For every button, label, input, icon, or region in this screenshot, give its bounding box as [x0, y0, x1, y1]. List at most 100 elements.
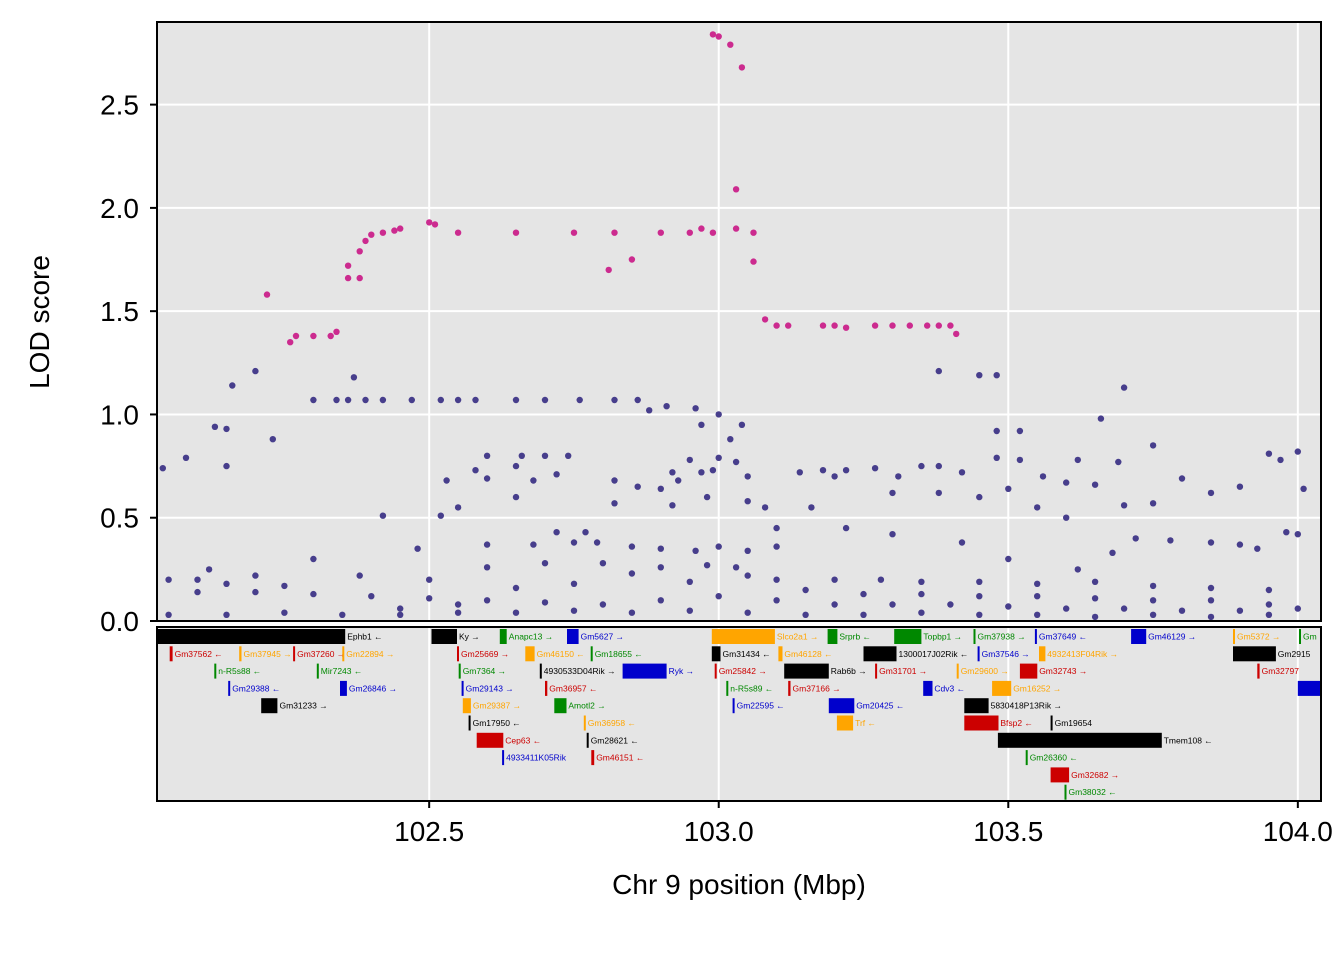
lod-point [976, 493, 983, 501]
gene-bar [923, 680, 933, 696]
gene-label: Gm37546 → [982, 649, 1030, 659]
lod-point [512, 396, 520, 404]
gene-label: Srprb ← [839, 632, 871, 642]
lod-point [211, 423, 219, 430]
lod-point [1005, 485, 1012, 492]
gene-bar [827, 629, 838, 644]
lod-point [1207, 584, 1215, 592]
lod-point [744, 498, 751, 505]
gene-bar [726, 680, 729, 696]
gene-bar [964, 698, 989, 714]
lod-point [570, 607, 578, 614]
lod-point [1277, 456, 1284, 464]
lod-point [165, 576, 172, 583]
gene-bar [788, 680, 791, 696]
gene-label: Gm25842 → [719, 666, 767, 676]
gene-label: Gm26846 → [349, 683, 397, 693]
lod-point [773, 576, 780, 583]
lod-point [947, 322, 954, 329]
lod-panel-background [157, 22, 1321, 621]
lod-point [1034, 611, 1041, 618]
lod-point [698, 469, 705, 476]
lod-point [1109, 549, 1116, 556]
lod-point [976, 593, 983, 600]
gene-bar [973, 629, 976, 644]
lod-point [252, 572, 259, 579]
lod-point [750, 258, 757, 265]
lod-point [709, 229, 717, 236]
lod-point [582, 529, 589, 536]
lod-point [472, 396, 479, 404]
gene-bar [525, 646, 535, 662]
lod-point [611, 500, 618, 507]
lod-point [628, 609, 636, 616]
lod-point [1074, 566, 1082, 573]
lod-point [935, 367, 942, 375]
lod-point [773, 597, 780, 604]
lod-point [223, 580, 230, 587]
lod-point [669, 502, 676, 509]
lod-point [675, 477, 682, 484]
lod-point [1236, 541, 1244, 548]
gene-bar [784, 663, 829, 679]
lod-point [362, 396, 369, 404]
lod-point [802, 611, 809, 618]
lod-point [570, 539, 578, 546]
lod-point [426, 576, 433, 583]
lod-point [953, 330, 960, 338]
lod-point [1016, 427, 1024, 435]
lod-point [935, 322, 942, 329]
lod-point [426, 219, 433, 226]
gene-label: Cep63 ← [505, 735, 541, 745]
lod-point [715, 33, 722, 40]
lod-point [819, 322, 827, 329]
lod-point [732, 458, 740, 466]
lod-point [379, 396, 387, 404]
gene-bar [342, 646, 345, 662]
lod-point [530, 477, 537, 484]
gene-bar [732, 698, 735, 714]
gene-label: Rab6b → [831, 666, 867, 676]
gene-label: Gm19654 [1055, 718, 1093, 728]
lod-point [599, 560, 607, 567]
x-tick-label: 103.5 [973, 816, 1043, 847]
gene-label: Tmem108 ← [1164, 735, 1213, 745]
lod-point [454, 396, 462, 404]
lod-point [1091, 595, 1099, 602]
lod-point [738, 64, 746, 71]
gene-label: Gm29143 → [466, 683, 514, 693]
lod-point [344, 396, 352, 404]
lod-point [1178, 607, 1186, 614]
lod-point [802, 586, 809, 594]
lod-point [831, 576, 838, 583]
gene-label: Mir7243 ← [321, 666, 363, 676]
lod-points [159, 31, 1307, 621]
lod-point [1074, 456, 1082, 464]
lod-point [1091, 481, 1099, 488]
lod-point [1120, 605, 1128, 612]
lod-point [1207, 489, 1215, 497]
lod-point [657, 545, 664, 552]
lod-point [379, 229, 387, 236]
lod-point [993, 372, 1000, 379]
lod-point [344, 274, 352, 282]
gene-label: Trf ← [855, 718, 876, 728]
gene-bar [894, 629, 922, 644]
gene-bar [977, 646, 980, 662]
lod-point [269, 436, 276, 443]
lod-point [344, 262, 352, 269]
gene-label: Topbp1 → [923, 632, 962, 642]
gene-bar [293, 646, 296, 662]
lod-point [935, 462, 942, 470]
x-tick-label: 104.0 [1263, 816, 1333, 847]
lod-point [281, 582, 288, 590]
lod-point [715, 411, 722, 418]
gene-label: Gm37562 ← [175, 649, 223, 659]
lod-point [628, 256, 636, 263]
lod-point [819, 467, 827, 474]
gene-label: Gm25669 → [461, 649, 509, 659]
lod-point [889, 322, 896, 329]
lod-point [1236, 483, 1244, 490]
gene-label: Gm38032 ← [1069, 787, 1117, 797]
